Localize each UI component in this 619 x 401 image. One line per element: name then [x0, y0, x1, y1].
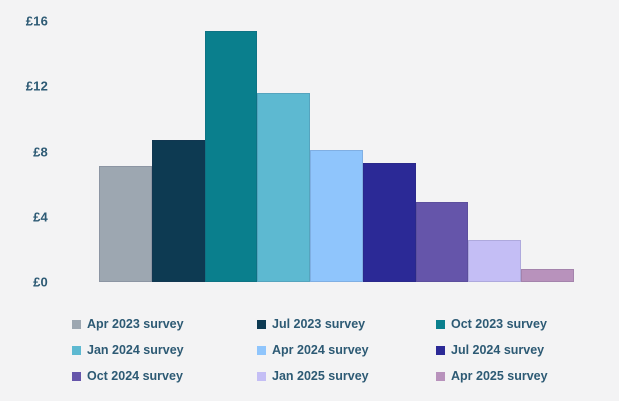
- legend-item: Apr 2024 survey: [257, 343, 436, 357]
- y-axis-label: £12: [25, 78, 48, 94]
- legend: Apr 2023 survey Jul 2023 survey Oct 2023 s…: [72, 311, 592, 389]
- bar-apr-2024-survey: [310, 149, 363, 282]
- legend-item: Jan 2025 survey: [257, 369, 436, 383]
- legend-label: Jan 2024 survey: [87, 343, 184, 357]
- legend-item: Oct 2023 survey: [436, 317, 592, 331]
- legend-label: Oct 2024 survey: [87, 369, 183, 383]
- bar-oct-2023-survey: [204, 30, 258, 282]
- legend-label: Apr 2023 survey: [87, 317, 184, 331]
- legend-item: Jul 2023 survey: [257, 317, 436, 331]
- bar-apr-2023-survey: [99, 166, 152, 282]
- legend-swatch-icon: [257, 345, 266, 355]
- plot-area: [99, 21, 575, 282]
- legend-label: Oct 2023 survey: [451, 317, 547, 331]
- legend-swatch-icon: [72, 345, 81, 355]
- legend-item: Oct 2024 survey: [72, 369, 257, 383]
- legend-swatch-icon: [257, 319, 266, 329]
- legend-swatch-icon: [257, 371, 266, 381]
- legend-swatch-icon: [72, 319, 81, 329]
- legend-label: Jul 2024 survey: [451, 343, 545, 357]
- y-axis-label: £16: [25, 13, 48, 29]
- legend-swatch-icon: [436, 371, 445, 381]
- legend-label: Jan 2025 survey: [272, 369, 369, 383]
- bar-jul-2024-survey: [362, 162, 416, 282]
- legend-item: Apr 2023 survey: [72, 317, 257, 331]
- legend-item: Jul 2024 survey: [436, 343, 592, 357]
- legend-swatch-icon: [72, 371, 81, 381]
- y-axis-label: £8: [33, 144, 48, 159]
- y-axis-label: £4: [33, 209, 48, 225]
- bar-jul-2023-survey: [151, 140, 205, 282]
- bar-jan-2025-survey: [468, 239, 522, 282]
- bar-apr-2025-survey: [521, 268, 575, 282]
- legend-label: Jul 2023 survey: [272, 317, 366, 331]
- legend-swatch-icon: [436, 345, 445, 355]
- legend-swatch-icon: [436, 319, 445, 329]
- legend-item: Jan 2024 survey: [72, 343, 257, 357]
- y-axis-label: £0: [33, 274, 48, 290]
- legend-label: Apr 2024 survey: [272, 343, 369, 357]
- y-axis: £16 £12 £8 £4 £0: [0, 14, 48, 290]
- legend-label: Apr 2025 survey: [451, 369, 548, 383]
- bar-oct-2024-survey: [415, 202, 469, 282]
- bar-jan-2024-survey: [257, 92, 311, 282]
- legend-item: Apr 2025 survey: [436, 369, 592, 383]
